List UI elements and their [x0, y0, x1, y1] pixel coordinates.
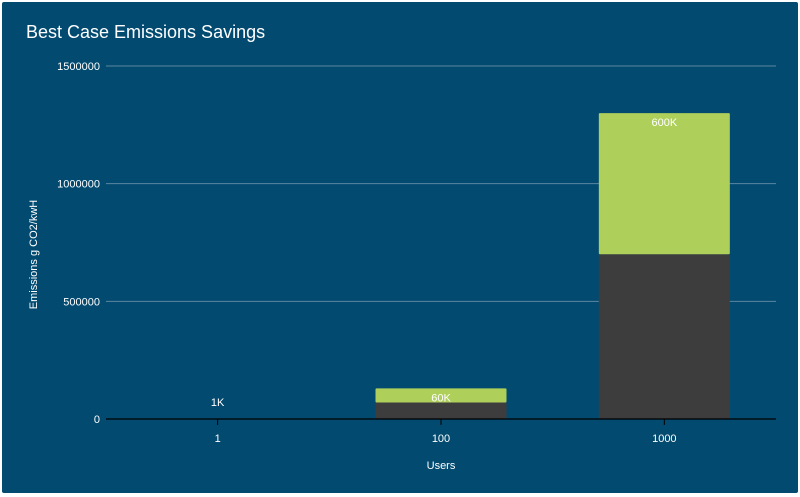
y-tick-label: 0 — [94, 414, 100, 426]
data-label-1: 1K — [211, 397, 225, 409]
bar-series1-100 — [376, 403, 507, 419]
data-label-100: 60K — [431, 392, 451, 404]
bar-series1-1000 — [599, 254, 730, 419]
x-tick-label: 1000 — [652, 433, 676, 445]
x-tick-label: 1 — [215, 433, 221, 445]
data-label-1000: 600K — [651, 117, 677, 129]
y-axis-title: Emissions g CO2/kwH — [28, 200, 40, 309]
y-tick-label: 500000 — [63, 296, 100, 308]
bar-series2-1000 — [599, 113, 730, 254]
x-tick-label: 100 — [432, 433, 450, 445]
x-axis-title: Users — [427, 460, 456, 472]
y-tick-label: 1500000 — [57, 61, 100, 73]
y-tick-label: 1000000 — [57, 179, 100, 191]
